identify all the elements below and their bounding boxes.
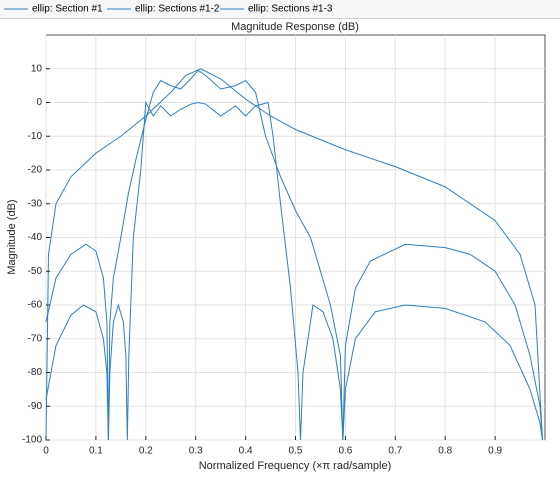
legend: ellip: Section #1 ellip: Sections #1-2 ell… xyxy=(4,4,333,15)
y-tick-label: -90 xyxy=(28,401,43,412)
x-tick-label: 0.1 xyxy=(89,446,103,457)
y-tick-label: 10 xyxy=(31,63,43,74)
series-line xyxy=(45,68,543,441)
y-tick-label: -40 xyxy=(28,232,43,243)
chart-title: Magnitude Response (dB) xyxy=(231,21,359,33)
y-tick-label: -10 xyxy=(28,131,43,142)
y-axis-label: Magnitude (dB) xyxy=(6,199,18,274)
x-tick-label: 0.3 xyxy=(189,446,203,457)
x-tick-label: 0 xyxy=(43,446,49,457)
y-tick-label: -60 xyxy=(28,300,43,311)
x-tick-label: 0.8 xyxy=(438,446,452,457)
legend-label: ellip: Section #1 xyxy=(32,4,103,15)
x-tick-label: 0.6 xyxy=(338,446,352,457)
y-tick-label: -30 xyxy=(28,198,43,209)
y-tick-label: -50 xyxy=(28,266,43,277)
x-tick-label: 0.5 xyxy=(289,446,303,457)
y-tick-label: -80 xyxy=(28,367,43,378)
ticks: 0 0.1 0.2 0.3 0.4 0.5 0.6 0.7 0.8 0.9-100-90-80-7… xyxy=(22,63,503,456)
x-tick-label: 0.7 xyxy=(388,446,402,457)
series-line xyxy=(45,100,543,441)
grid xyxy=(45,35,545,441)
x-tick-label: 0.9 xyxy=(488,446,502,457)
y-tick-label: -20 xyxy=(28,165,43,176)
legend-label: ellip: Sections #1-3 xyxy=(248,4,333,15)
y-tick-label: 0 xyxy=(36,97,42,108)
legend-background xyxy=(0,0,560,18)
x-tick-label: 0.2 xyxy=(139,446,153,457)
y-tick-label: -70 xyxy=(28,333,43,344)
lines xyxy=(45,68,543,441)
legend-label: ellip: Sections #1-2 xyxy=(135,4,220,15)
x-axis-label: Normalized Frequency (×π rad/sample) xyxy=(199,460,392,472)
x-tick-label: 0.4 xyxy=(239,446,253,457)
y-tick-label: -100 xyxy=(22,435,42,446)
